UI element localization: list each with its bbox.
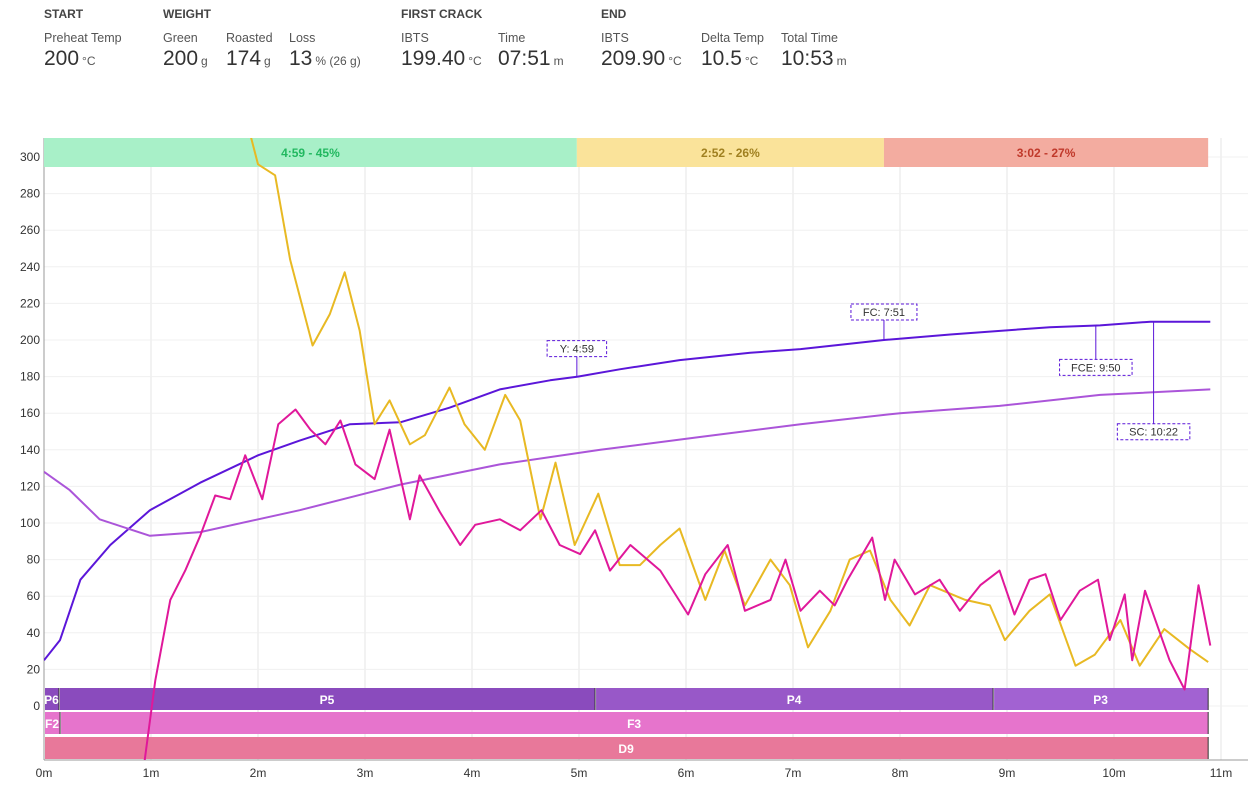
annotation-label: SC: 10:22 xyxy=(1129,427,1178,439)
setting-bar-label: P6 xyxy=(44,693,59,707)
annotation-box xyxy=(1059,358,1133,376)
fc-time-value: 07:51 m xyxy=(498,47,564,70)
total-time-value: 10:53 m xyxy=(781,47,847,70)
preheat-label: Preheat Temp xyxy=(44,31,122,45)
x-tick-label: 6m xyxy=(678,766,695,780)
fc-time-label: Time xyxy=(498,31,526,45)
setting-bar-label: P3 xyxy=(1093,693,1108,707)
setting-bar-segment xyxy=(45,737,1209,759)
end-ibts-label: IBTS xyxy=(601,31,629,45)
start-title: START xyxy=(44,7,84,21)
series-line-power xyxy=(143,408,1212,760)
x-tick-label: 1m xyxy=(143,766,160,780)
phase-label: 3:02 - 27% xyxy=(1017,146,1076,160)
series-line-bean-temp xyxy=(44,320,1211,661)
x-tick-label: 10m xyxy=(1102,766,1125,780)
annotation-label: Y: 4:59 xyxy=(560,344,594,356)
weight-title: WEIGHT xyxy=(163,7,211,21)
x-tick-label: 2m xyxy=(250,766,267,780)
setting-bar-segment xyxy=(596,688,994,710)
loss-label: Loss xyxy=(289,31,316,45)
end-ibts-value: 209.90 °C xyxy=(601,47,682,70)
annotation-box xyxy=(1116,423,1191,441)
setting-bar-segment xyxy=(61,712,1209,734)
fc-ibts-value: 199.40 °C xyxy=(401,47,482,70)
series-line-ror xyxy=(250,138,1209,667)
annotation-box xyxy=(546,340,608,358)
y-tick-label: 300 xyxy=(20,150,40,164)
roasted-label: Roasted xyxy=(226,31,273,45)
setting-bar-segment xyxy=(45,688,59,710)
end-title: END xyxy=(601,7,627,21)
y-tick-label: 180 xyxy=(20,370,40,384)
setting-bar-label: F2 xyxy=(45,717,59,731)
roasted-value: 174 g xyxy=(226,47,271,70)
y-tick-label: 120 xyxy=(20,479,40,493)
annotation-label: FC: 7:51 xyxy=(863,307,905,319)
y-tick-label: 260 xyxy=(20,223,40,237)
x-tick-label: 4m xyxy=(464,766,481,780)
x-tick-label: 11m xyxy=(1210,766,1232,780)
phase-band xyxy=(44,138,577,167)
y-tick-label: 200 xyxy=(20,333,40,347)
phase-label: 4:59 - 45% xyxy=(281,146,340,160)
y-tick-label: 80 xyxy=(27,553,41,567)
setting-bar-label: P5 xyxy=(320,693,335,707)
setting-bar-segment xyxy=(994,688,1209,710)
y-tick-label: 240 xyxy=(20,260,40,274)
annotation-box xyxy=(850,303,918,321)
y-tick-label: 220 xyxy=(20,296,40,310)
y-tick-label: 160 xyxy=(20,406,40,420)
loss-value: 13% (26 g) xyxy=(289,47,361,70)
green-value: 200 g xyxy=(163,47,208,70)
setting-bar-segment xyxy=(59,688,596,710)
y-tick-label: 0 xyxy=(33,699,40,713)
setting-bar-label: D9 xyxy=(618,742,634,756)
x-tick-label: 9m xyxy=(999,766,1016,780)
y-tick-label: 140 xyxy=(20,443,40,457)
x-tick-label: 5m xyxy=(571,766,588,780)
y-tick-label: 280 xyxy=(20,187,40,201)
total-time-label: Total Time xyxy=(781,31,838,45)
preheat-value: 200 °C xyxy=(44,47,96,70)
phase-band xyxy=(576,138,884,167)
x-tick-label: 7m xyxy=(785,766,802,780)
delta-value: 10.5 °C xyxy=(701,47,759,70)
y-tick-label: 20 xyxy=(27,662,41,676)
phase-band xyxy=(883,138,1209,167)
x-tick-label: 8m xyxy=(892,766,909,780)
fc-ibts-label: IBTS xyxy=(401,31,429,45)
y-tick-label: 60 xyxy=(27,589,41,603)
green-label: Green xyxy=(163,31,198,45)
setting-bar-label: P4 xyxy=(787,693,802,707)
setting-bar-label: F3 xyxy=(627,717,641,731)
y-tick-label: 100 xyxy=(20,516,40,530)
y-tick-label: 40 xyxy=(27,626,41,640)
setting-bar-segment xyxy=(45,712,61,734)
first-crack-title: FIRST CRACK xyxy=(401,7,483,21)
series-line-env-temp xyxy=(44,388,1211,537)
x-tick-label: 3m xyxy=(357,766,374,780)
x-tick-label: 0m xyxy=(36,766,53,780)
phase-label: 2:52 - 26% xyxy=(701,146,760,160)
delta-label: Delta Temp xyxy=(701,31,764,45)
annotation-label: FCE: 9:50 xyxy=(1071,362,1121,374)
